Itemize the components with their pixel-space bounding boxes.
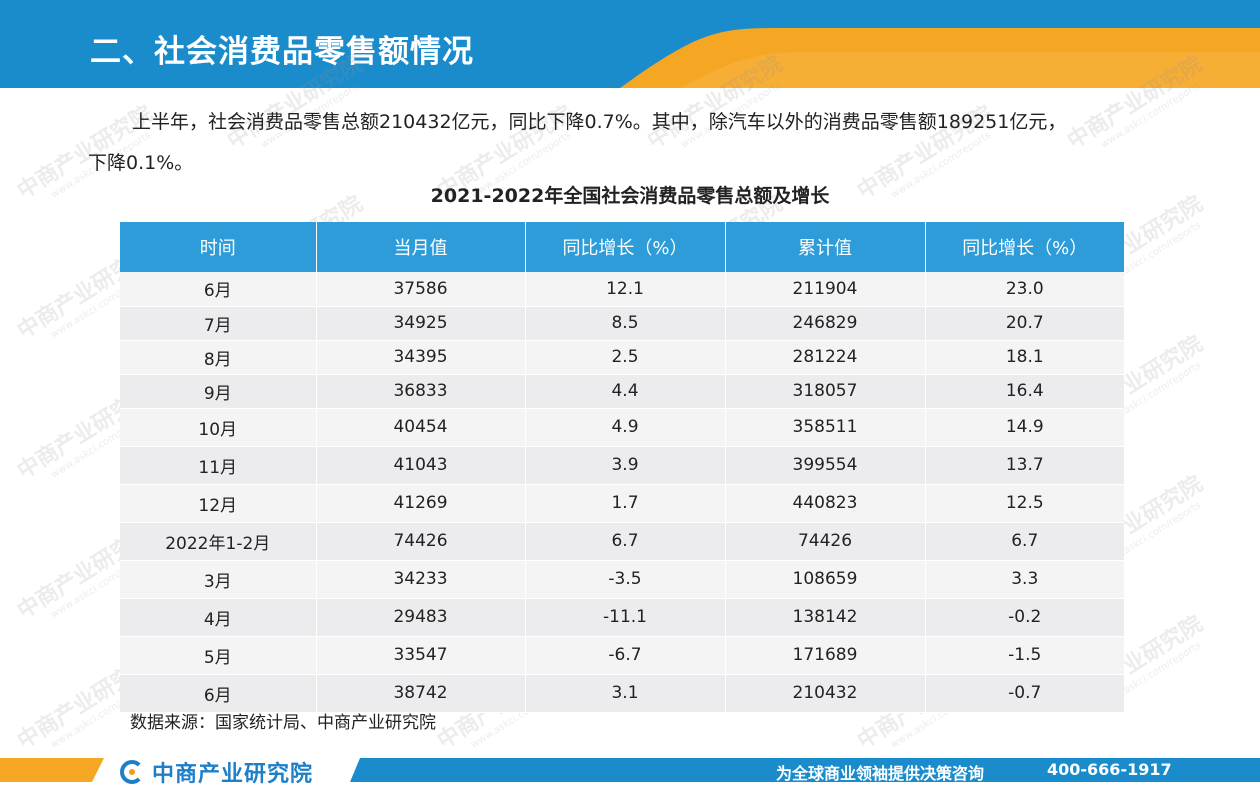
company-logo: 中商产业研究院 <box>120 756 313 788</box>
cell-monthly-yoy: -11.1 <box>525 598 726 637</box>
table-header-row: 时间 当月值 同比增长（%） 累计值 同比增长（%） <box>120 222 1124 272</box>
page-footer <box>0 752 1260 788</box>
logo-icon <box>120 760 144 784</box>
footer-background <box>0 758 1260 782</box>
cell-time: 4月 <box>120 598 317 637</box>
cell-cumulative-yoy: 18.1 <box>925 340 1124 375</box>
cell-monthly-value: 41043 <box>316 446 526 485</box>
cell-cumulative-value: 246829 <box>725 306 926 341</box>
table-row: 4月 29483 -11.1 138142 -0.2 <box>120 598 1124 637</box>
cell-monthly-value: 37586 <box>316 272 526 307</box>
data-source: 数据来源：国家统计局、中商产业研究院 <box>130 713 436 733</box>
intro-line-1: 上半年，社会消费品零售总额210432亿元，同比下降0.7%。其中，除汽车以外的… <box>132 111 1067 133</box>
table-row: 8月 34395 2.5 281224 18.1 <box>120 340 1124 375</box>
table-row: 2022年1-2月 74426 6.7 74426 6.7 <box>120 522 1124 561</box>
cell-monthly-yoy: 4.4 <box>525 374 726 409</box>
cell-cumulative-yoy: 3.3 <box>925 560 1124 599</box>
cell-cumulative-value: 281224 <box>725 340 926 375</box>
cell-time: 9月 <box>120 374 317 409</box>
cell-time: 3月 <box>120 560 317 599</box>
header-time: 时间 <box>120 222 317 272</box>
cell-cumulative-value: 74426 <box>725 522 926 561</box>
cell-monthly-value: 34925 <box>316 306 526 341</box>
cell-monthly-value: 34395 <box>316 340 526 375</box>
cell-monthly-yoy: 3.1 <box>525 674 726 713</box>
cell-cumulative-yoy: -1.5 <box>925 636 1124 675</box>
cell-monthly-yoy: 12.1 <box>525 272 726 307</box>
cell-cumulative-yoy: 16.4 <box>925 374 1124 409</box>
cell-time: 12月 <box>120 484 317 523</box>
cell-cumulative-yoy: 14.9 <box>925 408 1124 447</box>
cell-monthly-yoy: 4.9 <box>525 408 726 447</box>
cell-time: 5月 <box>120 636 317 675</box>
cell-cumulative-value: 138142 <box>725 598 926 637</box>
header-background <box>0 0 1260 88</box>
retail-sales-table: 时间 当月值 同比增长（%） 累计值 同比增长（%） 6月 37586 12.1 21… <box>120 222 1124 713</box>
logo-text: 中商产业研究院 <box>152 762 314 787</box>
cell-monthly-value: 38742 <box>316 674 526 713</box>
cell-monthly-yoy: -6.7 <box>525 636 726 675</box>
table-row: 7月 34925 8.5 246829 20.7 <box>120 306 1124 341</box>
cell-time: 6月 <box>120 272 317 307</box>
cell-monthly-value: 41269 <box>316 484 526 523</box>
footer-phone: 400-666-1917 <box>1047 760 1172 779</box>
header-cumulative-yoy: 同比增长（%） <box>925 222 1124 272</box>
cell-monthly-yoy: 6.7 <box>525 522 726 561</box>
cell-time: 10月 <box>120 408 317 447</box>
cell-monthly-value: 33547 <box>316 636 526 675</box>
cell-time: 7月 <box>120 306 317 341</box>
cell-monthly-value: 40454 <box>316 408 526 447</box>
table-row: 5月 33547 -6.7 171689 -1.5 <box>120 636 1124 675</box>
page-header: 二、社会消费品零售额情况 <box>0 0 1260 88</box>
table-title: 2021-2022年全国社会消费品零售总额及增长 <box>430 185 830 207</box>
header-monthly-yoy: 同比增长（%） <box>525 222 726 272</box>
cell-cumulative-yoy: -0.2 <box>925 598 1124 637</box>
cell-cumulative-yoy: 23.0 <box>925 272 1124 307</box>
cell-cumulative-value: 318057 <box>725 374 926 409</box>
cell-cumulative-yoy: 6.7 <box>925 522 1124 561</box>
cell-cumulative-value: 108659 <box>725 560 926 599</box>
cell-cumulative-yoy: 12.5 <box>925 484 1124 523</box>
table-row: 6月 37586 12.1 211904 23.0 <box>120 272 1124 307</box>
cell-cumulative-value: 440823 <box>725 484 926 523</box>
cell-monthly-yoy: 1.7 <box>525 484 726 523</box>
cell-monthly-yoy: -3.5 <box>525 560 726 599</box>
cell-cumulative-yoy: 20.7 <box>925 306 1124 341</box>
table-row: 9月 36833 4.4 318057 16.4 <box>120 374 1124 409</box>
cell-cumulative-value: 211904 <box>725 272 926 307</box>
table-row: 11月 41043 3.9 399554 13.7 <box>120 446 1124 485</box>
header-cumulative-value: 累计值 <box>725 222 926 272</box>
cell-cumulative-yoy: 13.7 <box>925 446 1124 485</box>
table-row: 10月 40454 4.9 358511 14.9 <box>120 408 1124 447</box>
cell-cumulative-value: 399554 <box>725 446 926 485</box>
table-row: 3月 34233 -3.5 108659 3.3 <box>120 560 1124 599</box>
cell-cumulative-yoy: -0.7 <box>925 674 1124 713</box>
table-row: 12月 41269 1.7 440823 12.5 <box>120 484 1124 523</box>
cell-monthly-yoy: 3.9 <box>525 446 726 485</box>
cell-cumulative-value: 210432 <box>725 674 926 713</box>
cell-monthly-value: 36833 <box>316 374 526 409</box>
cell-monthly-value: 29483 <box>316 598 526 637</box>
page-title: 二、社会消费品零售额情况 <box>90 34 474 70</box>
cell-cumulative-value: 171689 <box>725 636 926 675</box>
intro-line-2: 下降0.1%。 <box>88 152 194 174</box>
cell-time: 6月 <box>120 674 317 713</box>
cell-time: 2022年1-2月 <box>120 522 317 561</box>
cell-monthly-yoy: 2.5 <box>525 340 726 375</box>
cell-cumulative-value: 358511 <box>725 408 926 447</box>
cell-monthly-value: 74426 <box>316 522 526 561</box>
header-monthly-value: 当月值 <box>316 222 526 272</box>
intro-paragraph: 上半年，社会消费品零售总额210432亿元，同比下降0.7%。其中，除汽车以外的… <box>88 102 1188 184</box>
cell-monthly-yoy: 8.5 <box>525 306 726 341</box>
footer-slogan: 为全球商业领袖提供决策咨询 <box>776 764 985 783</box>
table-row: 6月 38742 3.1 210432 -0.7 <box>120 674 1124 713</box>
cell-time: 11月 <box>120 446 317 485</box>
cell-monthly-value: 34233 <box>316 560 526 599</box>
cell-time: 8月 <box>120 340 317 375</box>
